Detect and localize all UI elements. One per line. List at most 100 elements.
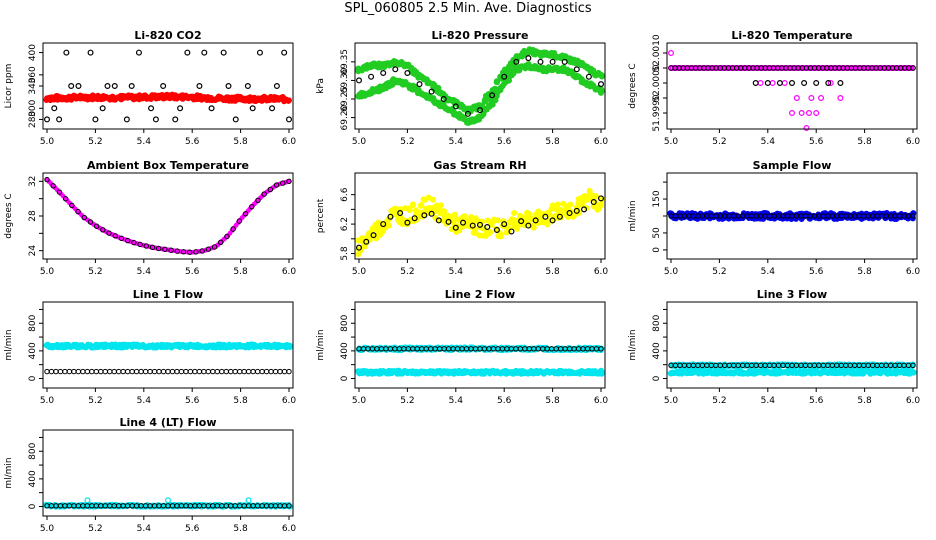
data-point bbox=[437, 202, 444, 209]
plot-8: Line 2 Flow ml/min 5.0 5.2 5.4 5.6 5.8 6.0 0 400 8… bbox=[316, 288, 608, 406]
y-tick-label: 800 bbox=[340, 314, 350, 331]
data-point bbox=[68, 82, 75, 89]
data-point bbox=[148, 105, 155, 112]
x-tick-label: 5.2 bbox=[88, 267, 102, 277]
plot-1: Li-820 CO2 Licor ppm 5.0 5.2 5.4 5.6 5.8 6.0 280… bbox=[4, 29, 296, 147]
plot-7: Line 1 Flow ml/min 5.0 5.2 5.4 5.6 5.8 6.0 0 400 8… bbox=[4, 288, 296, 406]
series-dip bbox=[667, 49, 914, 131]
data-point bbox=[793, 94, 800, 101]
x-tick-label: 5.2 bbox=[712, 396, 726, 406]
data-point bbox=[196, 82, 203, 89]
plot-data bbox=[44, 176, 292, 255]
data-point bbox=[281, 49, 288, 56]
data-point bbox=[487, 229, 494, 236]
x-tick-label: 5.2 bbox=[88, 524, 102, 534]
y-axis-label: ml/min bbox=[4, 329, 14, 360]
x-tick-label: 5.4 bbox=[137, 267, 152, 277]
data-point bbox=[286, 116, 293, 123]
data-point bbox=[196, 368, 203, 375]
x-tick-label: 5.6 bbox=[185, 267, 200, 277]
data-point bbox=[89, 368, 95, 375]
x-tick-label: 5.2 bbox=[400, 137, 414, 147]
data-point bbox=[120, 368, 126, 375]
x-tick-label: 5.4 bbox=[449, 396, 464, 406]
x-tick-label: 5.0 bbox=[40, 267, 55, 277]
data-point bbox=[192, 368, 198, 375]
data-point bbox=[71, 368, 77, 375]
y-axis-label: degrees C bbox=[4, 193, 14, 238]
data-point bbox=[808, 94, 815, 101]
data-point bbox=[214, 368, 220, 375]
data-point bbox=[418, 201, 425, 208]
data-point bbox=[169, 368, 176, 375]
x-tick-label: 5.0 bbox=[664, 137, 679, 147]
plot-10: Line 4 (LT) Flow ml/min 5.0 5.2 5.4 5.6 5.8 6.0… bbox=[4, 416, 296, 534]
data-point bbox=[80, 368, 86, 375]
series-cyan_bottom bbox=[355, 367, 605, 377]
data-point bbox=[525, 55, 532, 62]
x-tick-label: 5.6 bbox=[497, 267, 512, 277]
data-point bbox=[51, 105, 58, 112]
data-point bbox=[813, 79, 820, 86]
data-point bbox=[138, 368, 144, 375]
data-point bbox=[245, 497, 252, 504]
y-tick-label: 28 bbox=[28, 210, 38, 222]
data-point bbox=[210, 368, 216, 375]
plot-9: Line 3 Flow ml/min 5.0 5.2 5.4 5.6 5.8 6.0 0 400 8… bbox=[628, 288, 920, 406]
x-tick-label: 5.8 bbox=[857, 396, 872, 406]
y-tick-label: 400 bbox=[28, 342, 38, 359]
x-tick-label: 5.4 bbox=[761, 137, 776, 147]
y-tick-label: 360 bbox=[28, 66, 38, 83]
x-tick-label: 5.0 bbox=[352, 137, 367, 147]
series-black bbox=[44, 368, 292, 375]
data-point bbox=[598, 72, 605, 79]
data-point bbox=[124, 368, 131, 375]
x-tick-label: 5.4 bbox=[449, 137, 464, 147]
x-tick-label: 5.0 bbox=[40, 137, 55, 147]
data-point bbox=[128, 82, 135, 89]
data-point bbox=[263, 368, 270, 375]
plot-title: Line 2 Flow bbox=[445, 288, 515, 301]
y-tick-label: 340 bbox=[28, 77, 38, 94]
data-point bbox=[764, 79, 771, 86]
data-point bbox=[259, 368, 265, 375]
y-tick-label: 800 bbox=[28, 442, 38, 459]
data-point bbox=[910, 369, 917, 376]
data-point bbox=[208, 105, 215, 112]
x-tick-label: 5.0 bbox=[664, 267, 679, 277]
data-point bbox=[183, 368, 189, 375]
data-point bbox=[241, 368, 247, 375]
data-point bbox=[104, 82, 111, 89]
data-point bbox=[57, 368, 64, 375]
x-tick-label: 6.0 bbox=[282, 524, 297, 534]
plot-data bbox=[355, 46, 605, 126]
x-tick-label: 5.2 bbox=[400, 267, 414, 277]
x-tick-label: 5.2 bbox=[712, 267, 726, 277]
plot-data bbox=[667, 49, 916, 131]
y-tick-label: 6.2 bbox=[340, 217, 350, 231]
x-tick-label: 6.0 bbox=[906, 137, 921, 147]
x-tick-label: 5.8 bbox=[233, 524, 248, 534]
x-tick-label: 5.0 bbox=[40, 396, 55, 406]
data-point bbox=[416, 81, 423, 88]
data-point bbox=[752, 79, 759, 86]
y-tick-label: 150 bbox=[652, 190, 662, 207]
plot-title: Li-820 CO2 bbox=[134, 29, 201, 42]
data-point bbox=[75, 368, 82, 375]
y-tick-label: 50 bbox=[652, 227, 662, 239]
data-point bbox=[537, 58, 544, 65]
data-point bbox=[63, 49, 70, 56]
data-point bbox=[84, 368, 91, 375]
x-tick-label: 5.4 bbox=[137, 396, 152, 406]
data-point bbox=[165, 497, 172, 504]
data-point bbox=[165, 368, 171, 375]
data-point bbox=[116, 368, 122, 375]
data-point bbox=[272, 368, 279, 375]
data-point bbox=[187, 368, 194, 375]
plot-title: Line 3 Flow bbox=[757, 288, 827, 301]
data-point bbox=[123, 116, 130, 123]
plot-title: Line 4 (LT) Flow bbox=[120, 416, 217, 429]
data-point bbox=[111, 82, 118, 89]
data-point bbox=[107, 368, 113, 375]
